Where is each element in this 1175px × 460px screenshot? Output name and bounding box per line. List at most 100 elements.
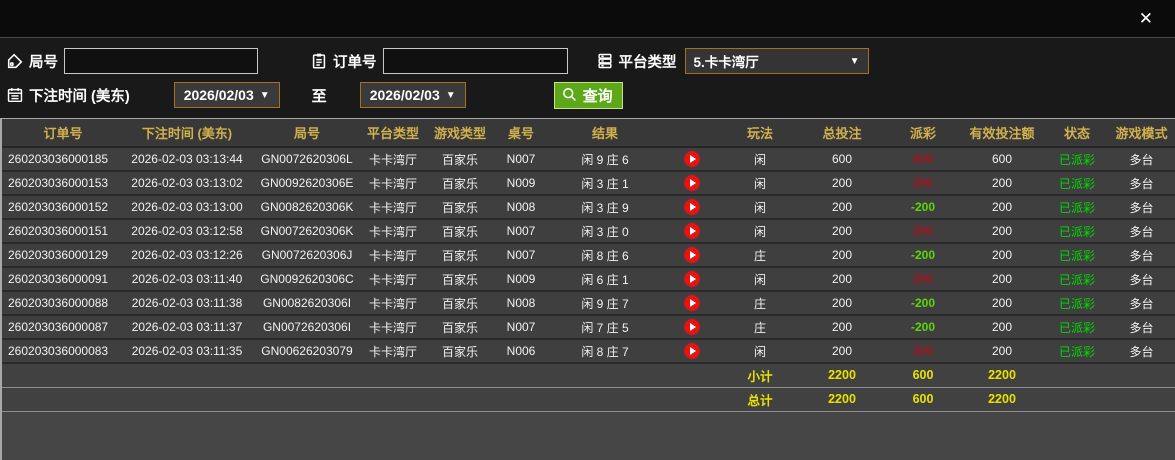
cell-playType: 闲 <box>724 147 796 172</box>
cell-result: 闲 3 庄 1 <box>550 171 660 196</box>
cell-play <box>660 315 724 340</box>
cell-game: 百家乐 <box>428 339 492 364</box>
cell-totalBet: 200 <box>796 267 888 292</box>
cell-mode: 多台 <box>1108 339 1175 364</box>
cell-play <box>660 291 724 316</box>
query-button-label: 查询 <box>582 87 613 105</box>
replay-video-icon[interactable] <box>684 271 700 287</box>
platform-type-dropdown[interactable]: 5.卡卡湾厅 ▼ <box>684 48 869 74</box>
date-from-value: 2026/02/03 <box>183 87 254 103</box>
cell-tableNo: N007 <box>492 315 550 340</box>
cell-status: 已派彩 <box>1046 195 1108 220</box>
cell-result: 闲 3 庄 9 <box>550 195 660 220</box>
replay-video-icon[interactable] <box>684 223 700 239</box>
cell-validBet: 200 <box>958 339 1046 364</box>
platform-type-value: 5.卡卡湾厅 <box>693 55 759 70</box>
cell-mode: 多台 <box>1108 171 1175 196</box>
cell-result: 闲 9 庄 7 <box>550 291 660 316</box>
round-number-label-group: 局号 <box>6 51 58 72</box>
column-header-playType: 玩法 <box>724 119 796 148</box>
cell-game: 百家乐 <box>428 147 492 172</box>
cell-result: 闲 7 庄 5 <box>550 315 660 340</box>
cell-payout: -200 <box>888 291 958 316</box>
round-number-input[interactable] <box>64 48 258 74</box>
order-number-label: 订单号 <box>333 54 377 71</box>
chevron-down-icon: ▼ <box>849 55 860 67</box>
cell-payout: -200 <box>888 195 958 220</box>
table-row: 260203036000083 2026-02-03 03:11:35 GN0062… <box>2 339 1175 364</box>
search-icon <box>561 86 579 104</box>
cell-totalBet: 200 <box>796 339 888 364</box>
subtotal-valid-bet: 2200 <box>958 362 1046 388</box>
cell-time: 2026-02-03 03:11:37 <box>118 315 256 340</box>
cell-playType: 闲 <box>724 267 796 292</box>
cell-time: 2026-02-03 03:13:00 <box>118 195 256 220</box>
close-icon[interactable]: ✕ <box>1138 9 1153 28</box>
column-header-platform: 平台类型 <box>358 119 428 148</box>
cell-platform: 卡卡湾厅 <box>358 219 428 244</box>
cell-tableNo: N007 <box>492 243 550 268</box>
cell-order: 260203036000083 <box>2 339 118 364</box>
cell-validBet: 200 <box>958 219 1046 244</box>
cell-status: 已派彩 <box>1046 171 1108 196</box>
cell-play <box>660 219 724 244</box>
cell-play <box>660 147 724 172</box>
total-label: 总计 <box>724 386 796 412</box>
cell-payout: 200 <box>888 339 958 364</box>
cell-round: GN0072620306L <box>256 147 358 172</box>
cell-time: 2026-02-03 03:11:40 <box>118 267 256 292</box>
cell-order: 260203036000091 <box>2 267 118 292</box>
date-range-to-label: 至 <box>311 87 327 105</box>
cell-round: GN0092620306C <box>256 267 358 292</box>
cell-time: 2026-02-03 03:13:02 <box>118 171 256 196</box>
cell-totalBet: 200 <box>796 315 888 340</box>
replay-video-icon[interactable] <box>684 343 700 359</box>
cell-validBet: 200 <box>958 315 1046 340</box>
date-from-picker[interactable]: 2026/02/03 ▼ <box>173 82 280 108</box>
table-row: 260203036000152 2026-02-03 03:13:00 GN0082… <box>2 195 1175 220</box>
replay-video-icon[interactable] <box>684 199 700 215</box>
table-row: 260203036000091 2026-02-03 03:11:40 GN0092… <box>2 267 1175 292</box>
cell-status: 已派彩 <box>1046 147 1108 172</box>
cell-result: 闲 6 庄 1 <box>550 267 660 292</box>
cell-validBet: 200 <box>958 267 1046 292</box>
cell-tableNo: N009 <box>492 267 550 292</box>
table-body: 260203036000185 2026-02-03 03:13:44 GN0072… <box>2 147 1175 364</box>
cell-payout: -200 <box>888 243 958 268</box>
cell-round: GN00626203079 <box>256 339 358 364</box>
filter-panel: 局号 订单号 <box>0 38 1175 118</box>
replay-video-icon[interactable] <box>684 247 700 263</box>
cell-platform: 卡卡湾厅 <box>358 147 428 172</box>
cell-game: 百家乐 <box>428 291 492 316</box>
cell-game: 百家乐 <box>428 267 492 292</box>
cell-validBet: 600 <box>958 147 1046 172</box>
column-header-mode: 游戏模式 <box>1108 119 1175 148</box>
cell-game: 百家乐 <box>428 315 492 340</box>
cell-totalBet: 200 <box>796 219 888 244</box>
cell-mode: 多台 <box>1108 291 1175 316</box>
replay-video-icon[interactable] <box>684 175 700 191</box>
column-header-validBet: 有效投注额 <box>958 119 1046 148</box>
cell-totalBet: 200 <box>796 195 888 220</box>
replay-video-icon[interactable] <box>684 295 700 311</box>
replay-video-icon[interactable] <box>684 151 700 167</box>
cell-game: 百家乐 <box>428 171 492 196</box>
table-header-row: 订单号 下注时间 (美东) 局号 平台类型 游戏类型 桌号 结果 玩法 总投注 派彩 有效投注额 状态… <box>2 119 1175 148</box>
cell-mode: 多台 <box>1108 219 1175 244</box>
filter-row-2: 下注时间 (美东) 2026/02/03 ▼ 至 2026/02/03 ▼ 查询 <box>6 80 1169 110</box>
cell-time: 2026-02-03 03:12:58 <box>118 219 256 244</box>
query-button[interactable]: 查询 <box>553 81 623 109</box>
chevron-down-icon: ▼ <box>259 89 270 101</box>
cell-play <box>660 339 724 364</box>
cell-platform: 卡卡湾厅 <box>358 339 428 364</box>
server-stack-icon <box>596 52 614 70</box>
cell-mode: 多台 <box>1108 195 1175 220</box>
replay-video-icon[interactable] <box>684 319 700 335</box>
column-header-result: 结果 <box>550 119 660 148</box>
cell-round: GN0092620306E <box>256 171 358 196</box>
order-number-input[interactable] <box>382 48 568 74</box>
filter-row-1: 局号 订单号 <box>6 46 1169 76</box>
cell-result: 闲 8 庄 7 <box>550 339 660 364</box>
date-to-picker[interactable]: 2026/02/03 ▼ <box>359 82 466 108</box>
cell-order: 260203036000153 <box>2 171 118 196</box>
